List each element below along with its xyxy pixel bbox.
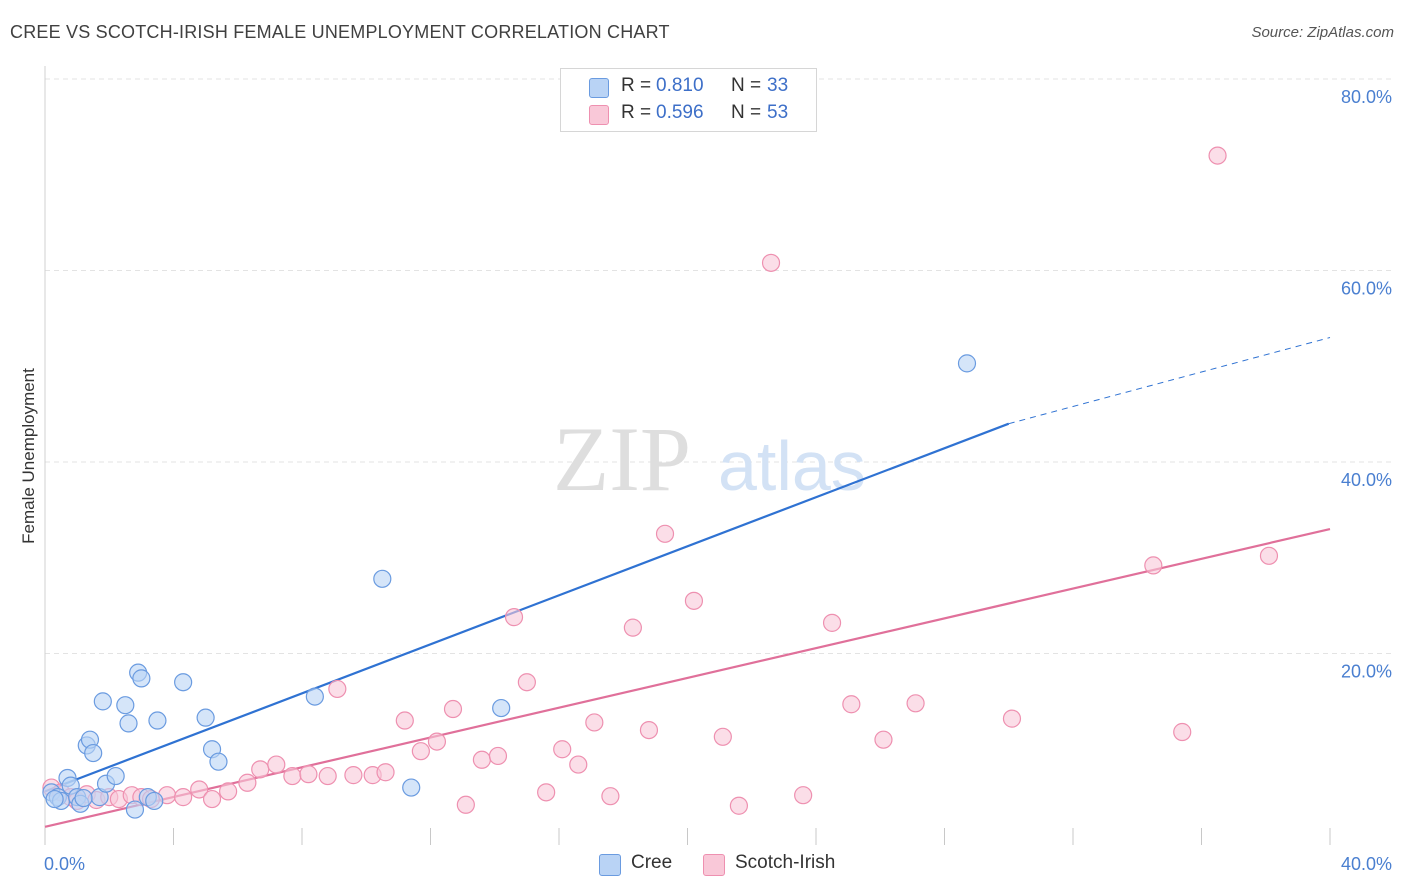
scotch-irish-point bbox=[1002, 709, 1022, 728]
grid-lines bbox=[45, 78, 1392, 654]
cree-point bbox=[45, 789, 64, 809]
scotch-irish-swatch-icon bbox=[589, 105, 609, 125]
scotch-irish-point bbox=[174, 788, 193, 807]
y-tick-label: 20.0% bbox=[1341, 662, 1392, 682]
chart-title: CREE VS SCOTCH-IRISH FEMALE UNEMPLOYMENT… bbox=[10, 22, 670, 42]
cree-swatch-icon bbox=[589, 78, 609, 98]
scotch-irish-point bbox=[251, 760, 270, 779]
scotch-irish-point bbox=[569, 755, 588, 774]
scotch-irish-point bbox=[655, 524, 675, 543]
scotch-irish-point bbox=[1173, 722, 1192, 742]
cree-point bbox=[957, 354, 977, 373]
x-tick-label: 40.0% bbox=[1341, 854, 1392, 874]
scotch-irish-point bbox=[190, 780, 209, 799]
scotch-irish-point bbox=[1144, 556, 1163, 575]
cree-point bbox=[74, 788, 93, 808]
scotch-irish-point bbox=[344, 766, 363, 785]
legend-n-value: 53 bbox=[767, 102, 789, 123]
scotch-irish-point bbox=[639, 720, 659, 740]
scotch-irish-point bbox=[729, 796, 749, 815]
cree-point bbox=[402, 778, 421, 797]
cree-point bbox=[174, 673, 193, 692]
scotch-irish-point bbox=[761, 253, 781, 272]
cree-point bbox=[145, 791, 164, 811]
scotch-irish-point bbox=[601, 787, 620, 806]
scotch-irish-point bbox=[1259, 546, 1279, 565]
legend-r-value: 0.810 bbox=[656, 75, 704, 96]
source-credit: Source: ZipAtlas.com bbox=[1251, 24, 1394, 41]
scotch-irish-point bbox=[874, 730, 893, 749]
scotch-irish-point bbox=[517, 673, 536, 692]
scotch-irish-trend-line bbox=[44, 527, 1331, 828]
scotch-irish-point bbox=[395, 711, 414, 730]
watermark-atlas: atlas bbox=[718, 427, 866, 505]
scotch-irish-point bbox=[472, 750, 491, 769]
scotch-irish-point bbox=[219, 782, 238, 801]
scotch-irish-point bbox=[623, 618, 642, 637]
scotch-irish-point bbox=[376, 763, 395, 782]
cree-point bbox=[209, 752, 228, 771]
scotch-irish-point bbox=[713, 727, 732, 746]
scotch-irish-point bbox=[456, 795, 475, 814]
cree-point bbox=[373, 569, 392, 588]
scotch-irish-point bbox=[411, 742, 430, 761]
watermark-zip: ZIP bbox=[553, 408, 691, 510]
cree-point bbox=[93, 692, 112, 711]
y-tick-label: 40.0% bbox=[1341, 470, 1392, 490]
legend-n-label: N = bbox=[731, 102, 762, 123]
cree-swatch-icon bbox=[599, 854, 621, 876]
scotch-irish-point bbox=[238, 773, 257, 792]
scotch-irish-point bbox=[318, 766, 337, 786]
legend-n-value: 33 bbox=[767, 75, 789, 96]
scotch-irish-point bbox=[267, 755, 286, 774]
scotch-irish-point bbox=[906, 694, 925, 713]
tick-labels: 20.0% 40.0% 60.0% 80.0% 0.0% 40.0% bbox=[44, 87, 1392, 874]
scotch-irish-point bbox=[684, 591, 704, 610]
scotch-irish-point bbox=[427, 732, 447, 751]
legend-r-value: 0.596 bbox=[656, 102, 704, 123]
y-tick-label: 80.0% bbox=[1341, 87, 1392, 107]
cree-point bbox=[106, 766, 125, 786]
cree-point bbox=[305, 687, 324, 706]
cree-point bbox=[84, 743, 103, 763]
scotch-irish-point bbox=[299, 765, 318, 784]
data-points bbox=[42, 146, 1279, 819]
cree-point bbox=[148, 711, 167, 730]
x-tick-label: 0.0% bbox=[44, 854, 85, 874]
cree-point bbox=[119, 714, 138, 733]
bottom-legend-scotch-irish-label: Scotch-Irish bbox=[735, 852, 836, 873]
scotch-irish-point bbox=[585, 713, 604, 732]
cree-trend-extension bbox=[1008, 337, 1331, 425]
legend-r-label: R = bbox=[621, 102, 652, 123]
cree-point bbox=[196, 708, 215, 727]
y-tick-label: 60.0% bbox=[1341, 279, 1392, 299]
scotch-irish-point bbox=[537, 783, 556, 802]
scotch-irish-swatch-icon bbox=[703, 854, 725, 876]
scotch-irish-point bbox=[504, 608, 524, 627]
scotch-irish-point bbox=[794, 786, 813, 805]
scotch-irish-point bbox=[283, 766, 302, 786]
scotch-irish-point bbox=[842, 695, 861, 714]
scotch-irish-point bbox=[822, 613, 842, 632]
cree-point bbox=[125, 800, 145, 819]
axes bbox=[44, 66, 1331, 845]
scotch-irish-point bbox=[443, 699, 463, 719]
cree-point bbox=[116, 696, 135, 715]
cree-trend-line bbox=[44, 422, 1010, 793]
scotch-irish-point bbox=[202, 789, 222, 809]
cree-point bbox=[132, 669, 151, 688]
legend: R = 0.810 N = 33 R = 0.596 N = 53 bbox=[560, 68, 817, 132]
scotch-irish-point bbox=[553, 740, 572, 759]
scotch-irish-point bbox=[1208, 146, 1227, 165]
legend-n-label: N = bbox=[731, 75, 762, 96]
watermark: ZIP atlas bbox=[553, 408, 866, 510]
legend-r-label: R = bbox=[621, 75, 652, 96]
y-axis-label: Female Unemployment bbox=[19, 368, 38, 544]
bottom-legend-cree-label: Cree bbox=[631, 852, 673, 873]
scotch-irish-point bbox=[488, 746, 508, 766]
scotch-irish-point bbox=[328, 679, 347, 699]
cree-point bbox=[492, 698, 511, 718]
